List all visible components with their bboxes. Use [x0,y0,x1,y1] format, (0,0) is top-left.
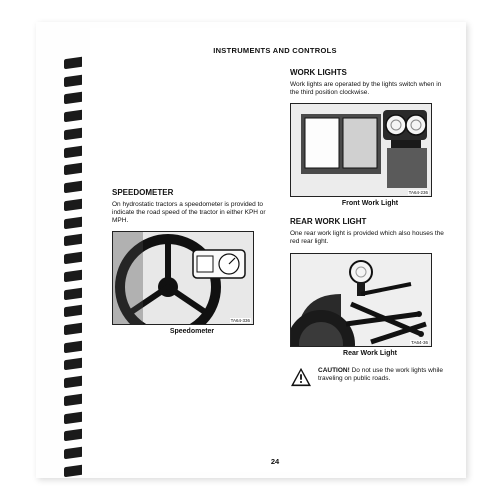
worklights-title: WORK LIGHTS [290,68,450,77]
speedometer-text: On hydrostatic tractors a speedometer is… [112,201,272,225]
caution-text: CAUTION! Do not use the work lights whil… [318,367,450,383]
front-worklight-caption: Front Work Light [290,200,450,207]
page-header: INSTRUMENTS AND CONTROLS [90,46,460,55]
right-column: WORK LIGHTS Work lights are operated by … [290,68,450,387]
page-number: 24 [90,457,460,466]
front-worklight-fig-tag: TA64-236 [408,190,429,195]
speedometer-caption: Speedometer [112,328,272,335]
caution-icon [290,367,312,387]
caution-block: CAUTION! Do not use the work lights whil… [290,367,450,387]
speedometer-title: SPEEDOMETER [112,188,272,197]
rear-worklight-caption: Rear Work Light [290,350,450,357]
rear-worklight-figure: TA64-36 [290,253,432,347]
front-worklight-figure: TA64-236 [290,103,432,197]
rear-worklight-fig-tag: TA64-36 [410,340,429,345]
rear-worklight-text: One rear work light is provided which al… [290,230,450,246]
caution-label: CAUTION! [318,367,350,374]
page-shadow: INSTRUMENTS AND CONTROLS SPEEDOMETER On … [36,22,466,478]
left-column: SPEEDOMETER On hydrostatic tractors a sp… [112,188,272,345]
speedometer-fig-tag: TA64-336 [230,318,251,323]
rear-worklight-title: REAR WORK LIGHT [290,217,450,226]
spiral-binding [64,58,82,476]
worklights-text: Work lights are operated by the lights s… [290,81,450,97]
manual-page: INSTRUMENTS AND CONTROLS SPEEDOMETER On … [90,28,460,472]
speedometer-figure: TA64-336 [112,231,254,325]
